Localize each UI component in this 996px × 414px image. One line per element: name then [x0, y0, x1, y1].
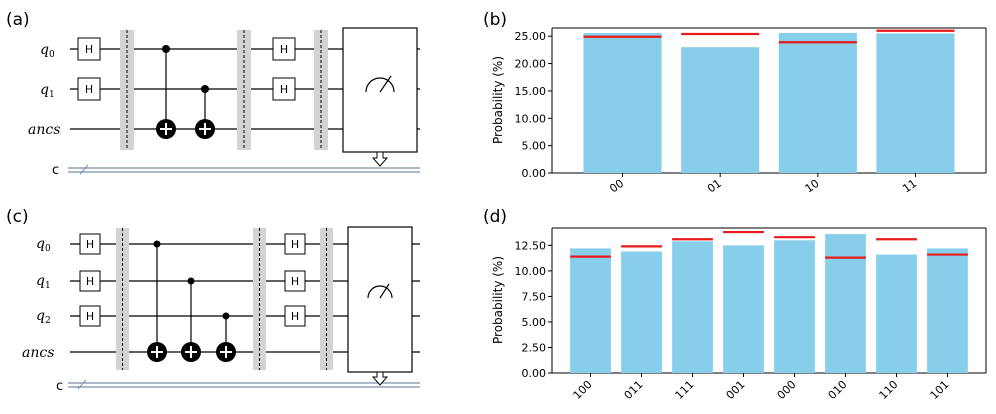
control-dot — [201, 85, 209, 93]
chart-b: Probability (%) 0.00 5.00 10.00 15.00 20.00 2… — [491, 27, 987, 196]
h-gate — [284, 233, 306, 255]
x-tick-label: 011 — [622, 378, 646, 402]
meter-needle-icon — [379, 75, 392, 93]
classical-slash — [77, 379, 87, 390]
x-tick-label: 11 — [900, 177, 919, 196]
y-tick-label: 5.00 — [522, 140, 547, 153]
x-tick-label: 111 — [673, 378, 697, 402]
measure-box — [342, 27, 418, 153]
panel-label-a: (a) — [6, 10, 30, 30]
y-tick-label: 2.50 — [522, 341, 547, 354]
qubit-label-q0: q0 — [36, 236, 51, 254]
h-gate-label: H — [86, 238, 94, 251]
control-dot — [187, 277, 195, 285]
bar — [927, 248, 968, 373]
y-tick-label: 15.00 — [515, 85, 547, 98]
h-gate — [77, 77, 101, 101]
y-tick-label: 0.00 — [522, 367, 547, 380]
panel-label-b: (b) — [483, 10, 507, 30]
bar — [825, 234, 866, 373]
y-tick-label: 10.00 — [515, 265, 547, 278]
h-gate-label: H — [291, 310, 299, 323]
chart-d: Probability (%) 0.00 2.50 5.00 7.50 10.00 12.… — [491, 227, 987, 402]
qubit-label-q1: q1 — [40, 82, 55, 100]
h-gate — [79, 233, 101, 255]
panel-label-d: (d) — [483, 207, 507, 227]
h-gate — [272, 37, 296, 61]
y-axis-label: Probability (%) — [491, 56, 505, 144]
qubit-label-ancs: ancs — [22, 345, 54, 361]
measure-arrow-icon — [371, 371, 389, 386]
bar — [583, 32, 662, 173]
meter-needle-icon — [379, 283, 390, 299]
y-tick-label: 5.00 — [522, 316, 547, 329]
h-gate-label: H — [86, 310, 94, 323]
meter-arc-icon — [365, 77, 395, 93]
control-dot — [222, 312, 230, 320]
h-gate — [284, 270, 306, 292]
y-tick-label: 10.00 — [515, 112, 547, 125]
bar — [672, 241, 713, 373]
control-dot — [153, 240, 161, 248]
classical-label: c — [56, 379, 63, 394]
h-gate-label: H — [291, 238, 299, 251]
h-gate — [79, 270, 101, 292]
x-tick-label: 110 — [877, 378, 901, 402]
panel-label-c: (c) — [6, 207, 29, 227]
circuit-c: q0 q1 q2 ancs c H H H — [22, 226, 420, 394]
y-tick-label: 12.50 — [515, 239, 547, 252]
bar — [876, 33, 955, 174]
h-gate-label: H — [85, 83, 93, 96]
h-gate-label: H — [85, 43, 93, 56]
x-tick-label: 000 — [775, 378, 799, 402]
h-gate — [272, 77, 296, 101]
h-gate-label: H — [280, 83, 288, 96]
bar — [621, 251, 662, 373]
y-tick-label: 20.00 — [515, 58, 547, 71]
x-tick-label: 10 — [803, 177, 822, 196]
y-axis-label: Probability (%) — [491, 256, 505, 344]
h-gate-label: H — [291, 275, 299, 288]
y-tick-label: 0.00 — [522, 167, 547, 180]
bar — [570, 248, 611, 373]
h-gate-label: H — [280, 43, 288, 56]
y-tick-label: 7.50 — [522, 290, 547, 303]
qubit-label-q1: q1 — [36, 273, 51, 291]
h-gate-label: H — [86, 275, 94, 288]
h-gate — [79, 305, 101, 327]
h-gate — [284, 305, 306, 327]
bar — [723, 245, 764, 373]
y-tick-label: 25.00 — [515, 30, 547, 43]
classical-slash — [79, 164, 89, 175]
bar — [778, 32, 857, 173]
measure-arrow-icon — [371, 151, 389, 167]
x-tick-label: 01 — [705, 177, 724, 196]
x-tick-label: 00 — [607, 177, 626, 196]
x-tick-label: 100 — [571, 378, 595, 402]
x-tick-label: 001 — [724, 378, 748, 402]
circuit-a: q0 q1 ancs c H H H H — [28, 27, 420, 178]
measure-box — [347, 226, 413, 373]
qubit-label-q0: q0 — [40, 42, 55, 60]
qubit-label-ancs: ancs — [28, 122, 60, 138]
h-gate — [77, 37, 101, 61]
bar — [876, 254, 917, 373]
x-tick-label: 101 — [928, 378, 952, 402]
meter-arc-icon — [367, 285, 393, 299]
bar — [774, 240, 815, 373]
bar — [681, 47, 760, 174]
x-tick-label: 010 — [826, 378, 850, 402]
classical-label: c — [52, 163, 59, 178]
control-dot — [162, 45, 170, 53]
qubit-label-q2: q2 — [36, 308, 51, 326]
